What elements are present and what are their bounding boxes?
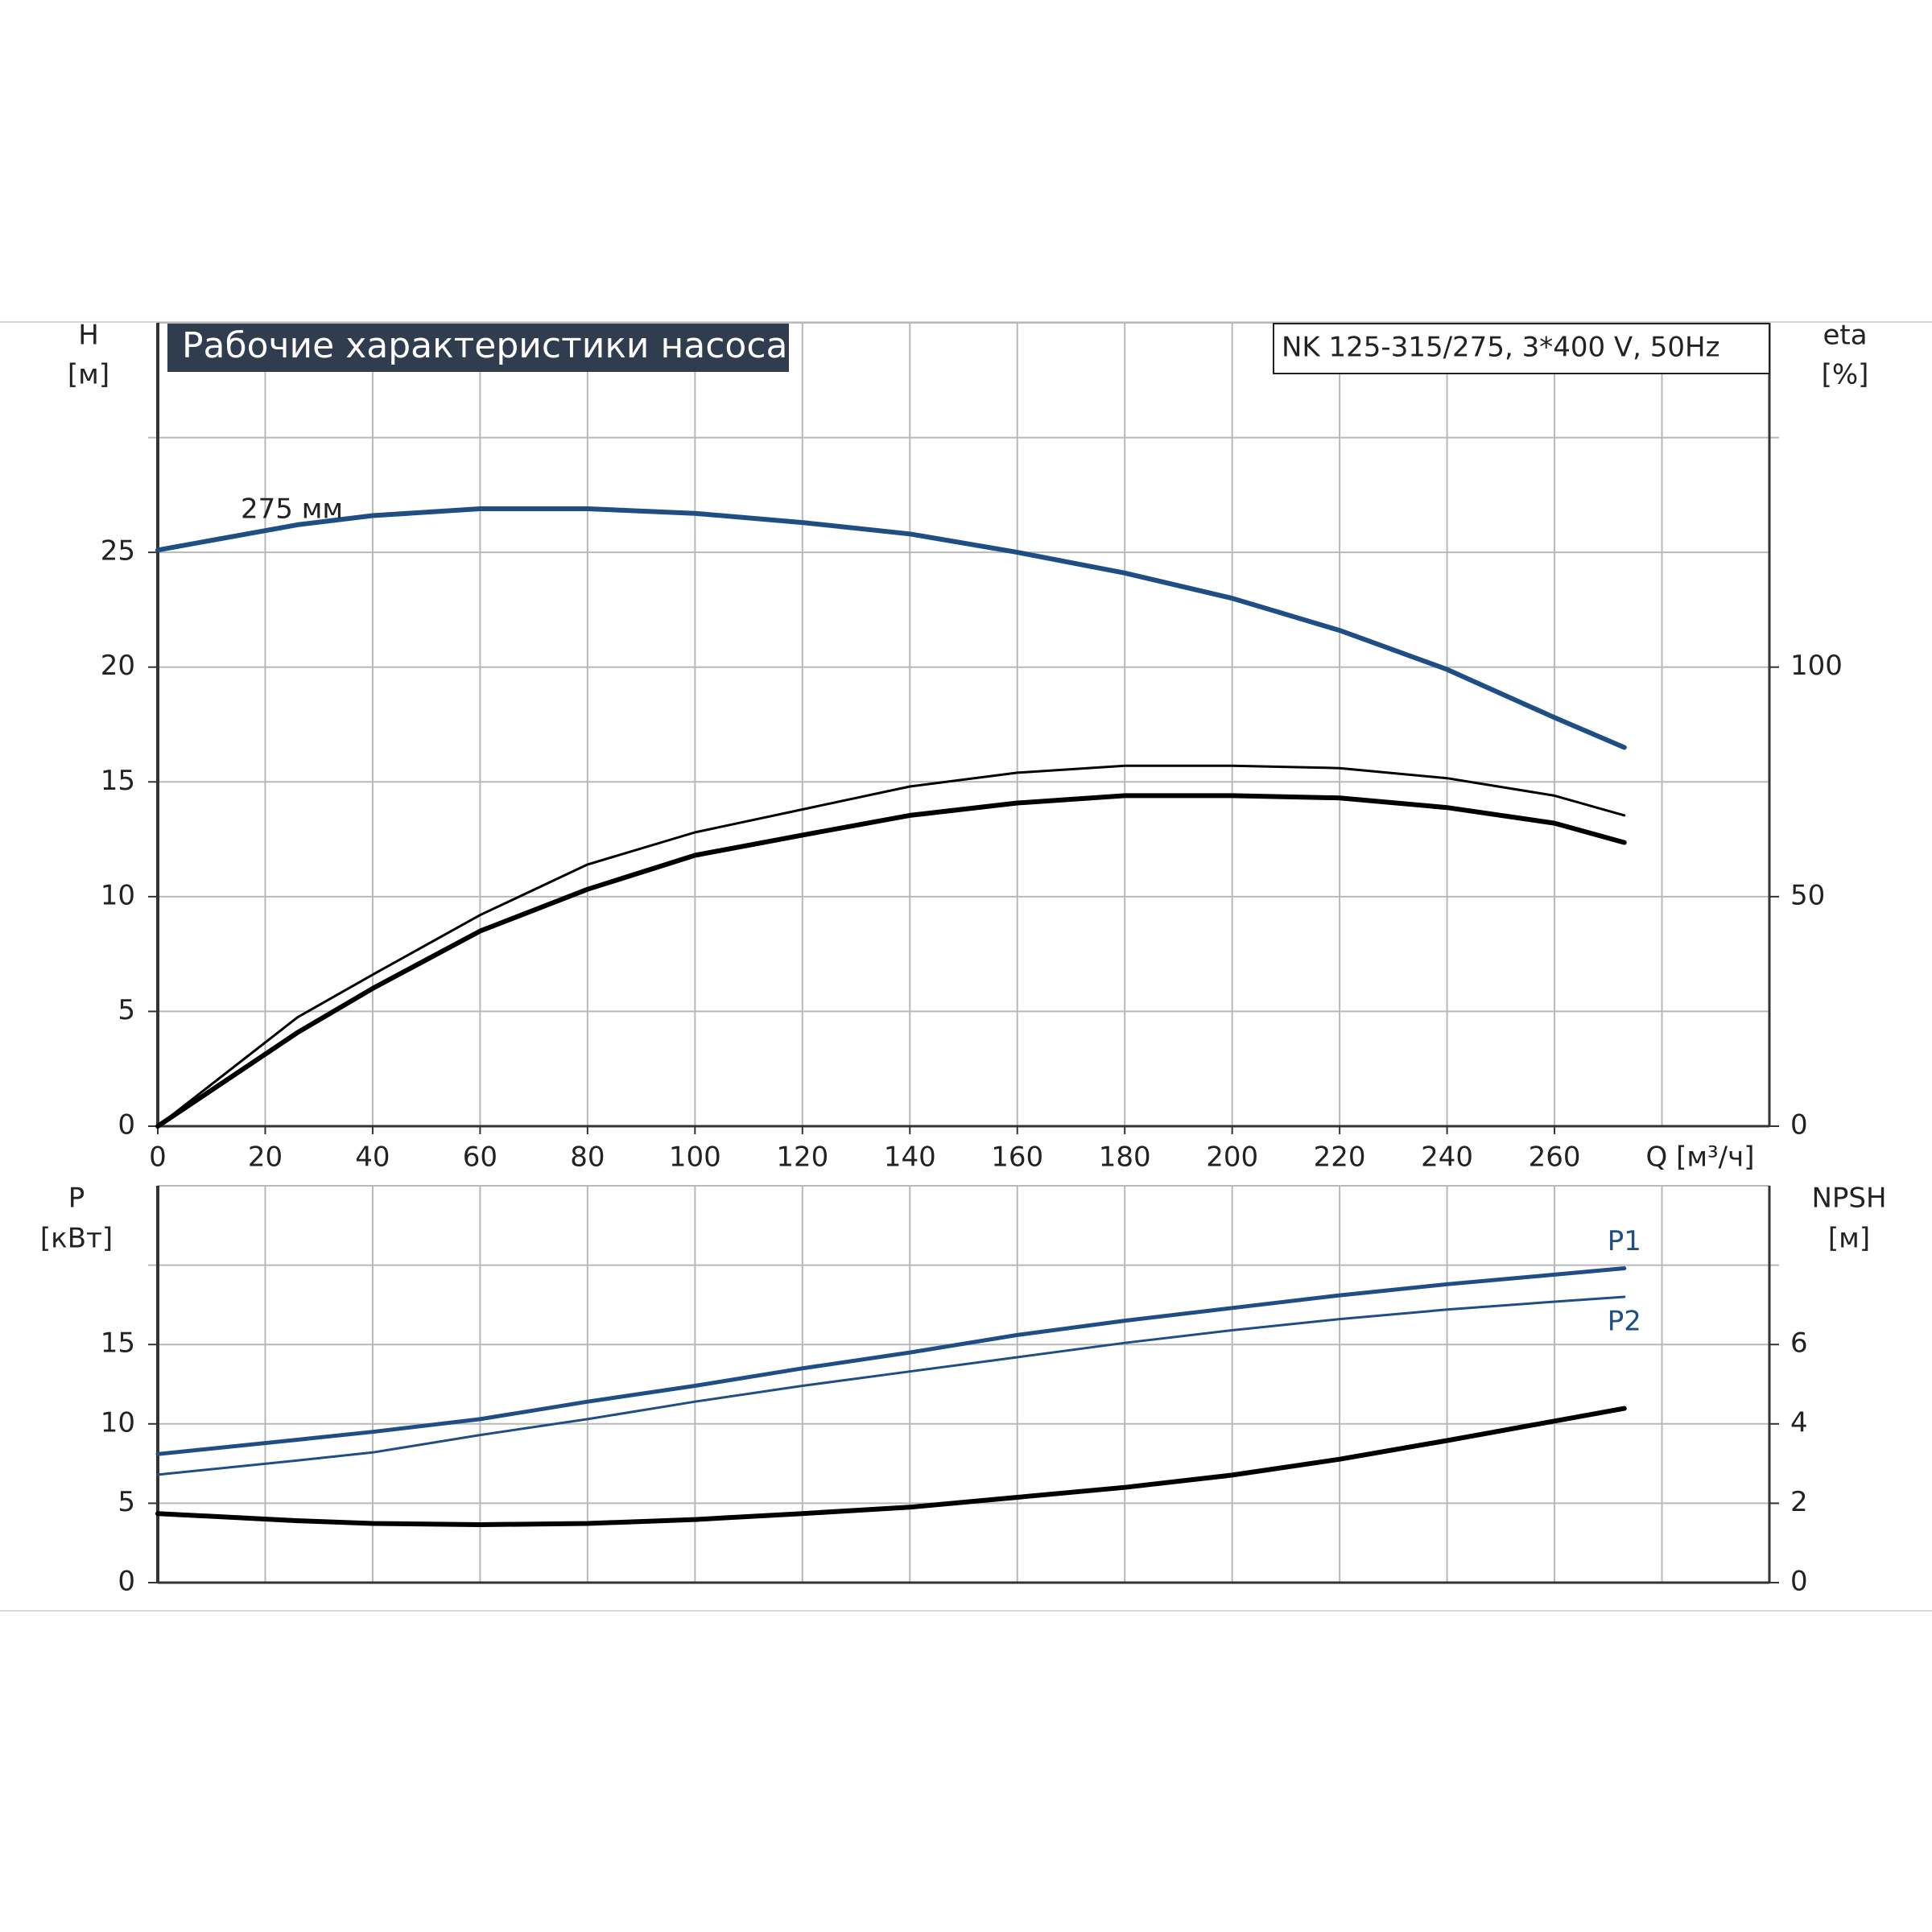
x-tick-label: 0 xyxy=(149,1141,167,1174)
series-label: P1 xyxy=(1608,1225,1641,1257)
y2-axis-label: NPSH xyxy=(1811,1183,1886,1215)
x-tick-label: 200 xyxy=(1206,1141,1258,1174)
x-tick-label: 220 xyxy=(1314,1141,1366,1174)
y2-tick-label: 4 xyxy=(1790,1406,1808,1439)
x-tick-label: 100 xyxy=(669,1141,721,1174)
x-axis-label: Q [м³/ч] xyxy=(1646,1141,1755,1174)
y-tick-label: 15 xyxy=(101,765,135,797)
y-tick-label: 0 xyxy=(118,1109,135,1141)
y2-tick-label: 0 xyxy=(1790,1566,1808,1598)
y-tick-label: 5 xyxy=(118,994,135,1026)
y2-tick-label: 2 xyxy=(1790,1486,1808,1518)
y-axis-unit: [кВт] xyxy=(40,1223,113,1255)
x-tick-label: 80 xyxy=(570,1141,605,1174)
curve-annotation: 275 мм xyxy=(241,493,343,526)
series-line xyxy=(155,1266,1627,1456)
y-tick-label: 10 xyxy=(101,1406,135,1439)
y2-axis-label: eta xyxy=(1823,320,1867,352)
series-line xyxy=(155,793,1627,1129)
series-line xyxy=(156,1295,1626,1476)
x-tick-label: 60 xyxy=(463,1141,497,1174)
y2-axis-unit: [м] xyxy=(1828,1223,1870,1255)
y-tick-label: 10 xyxy=(101,879,135,911)
series-line xyxy=(156,764,1626,1128)
x-tick-label: 240 xyxy=(1421,1141,1473,1174)
x-tick-label: 260 xyxy=(1529,1141,1581,1174)
series-line xyxy=(155,1406,1627,1527)
y-tick-label: 5 xyxy=(118,1486,135,1518)
y-tick-label: 0 xyxy=(118,1566,135,1598)
title-box xyxy=(167,324,789,372)
y2-tick-label: 0 xyxy=(1790,1109,1808,1141)
y-tick-label: 25 xyxy=(101,535,135,568)
chart-subtitle: NK 125-315/275, 3*400 V, 50Hz xyxy=(1282,332,1719,364)
y-axis-label: P xyxy=(68,1183,85,1215)
chart-title: Рабочие характеристики насоса xyxy=(182,325,787,366)
y2-tick-label: 6 xyxy=(1790,1327,1808,1360)
x-tick-label: 120 xyxy=(776,1141,828,1174)
series-line xyxy=(155,506,1627,750)
y2-tick-label: 50 xyxy=(1790,879,1825,911)
x-tick-label: 140 xyxy=(884,1141,936,1174)
y2-axis-unit: [%] xyxy=(1822,359,1869,391)
y-axis-unit: [м] xyxy=(68,359,109,391)
y-tick-label: 15 xyxy=(101,1327,135,1360)
x-tick-label: 20 xyxy=(248,1141,283,1174)
x-tick-label: 180 xyxy=(1099,1141,1151,1174)
y-tick-label: 20 xyxy=(101,650,135,682)
y2-tick-label: 100 xyxy=(1790,650,1843,682)
y-axis-label: H xyxy=(78,320,99,352)
x-tick-label: 40 xyxy=(355,1141,390,1174)
x-tick-label: 160 xyxy=(991,1141,1043,1174)
series-label: P2 xyxy=(1608,1306,1641,1338)
subtitle-box xyxy=(1273,323,1770,374)
